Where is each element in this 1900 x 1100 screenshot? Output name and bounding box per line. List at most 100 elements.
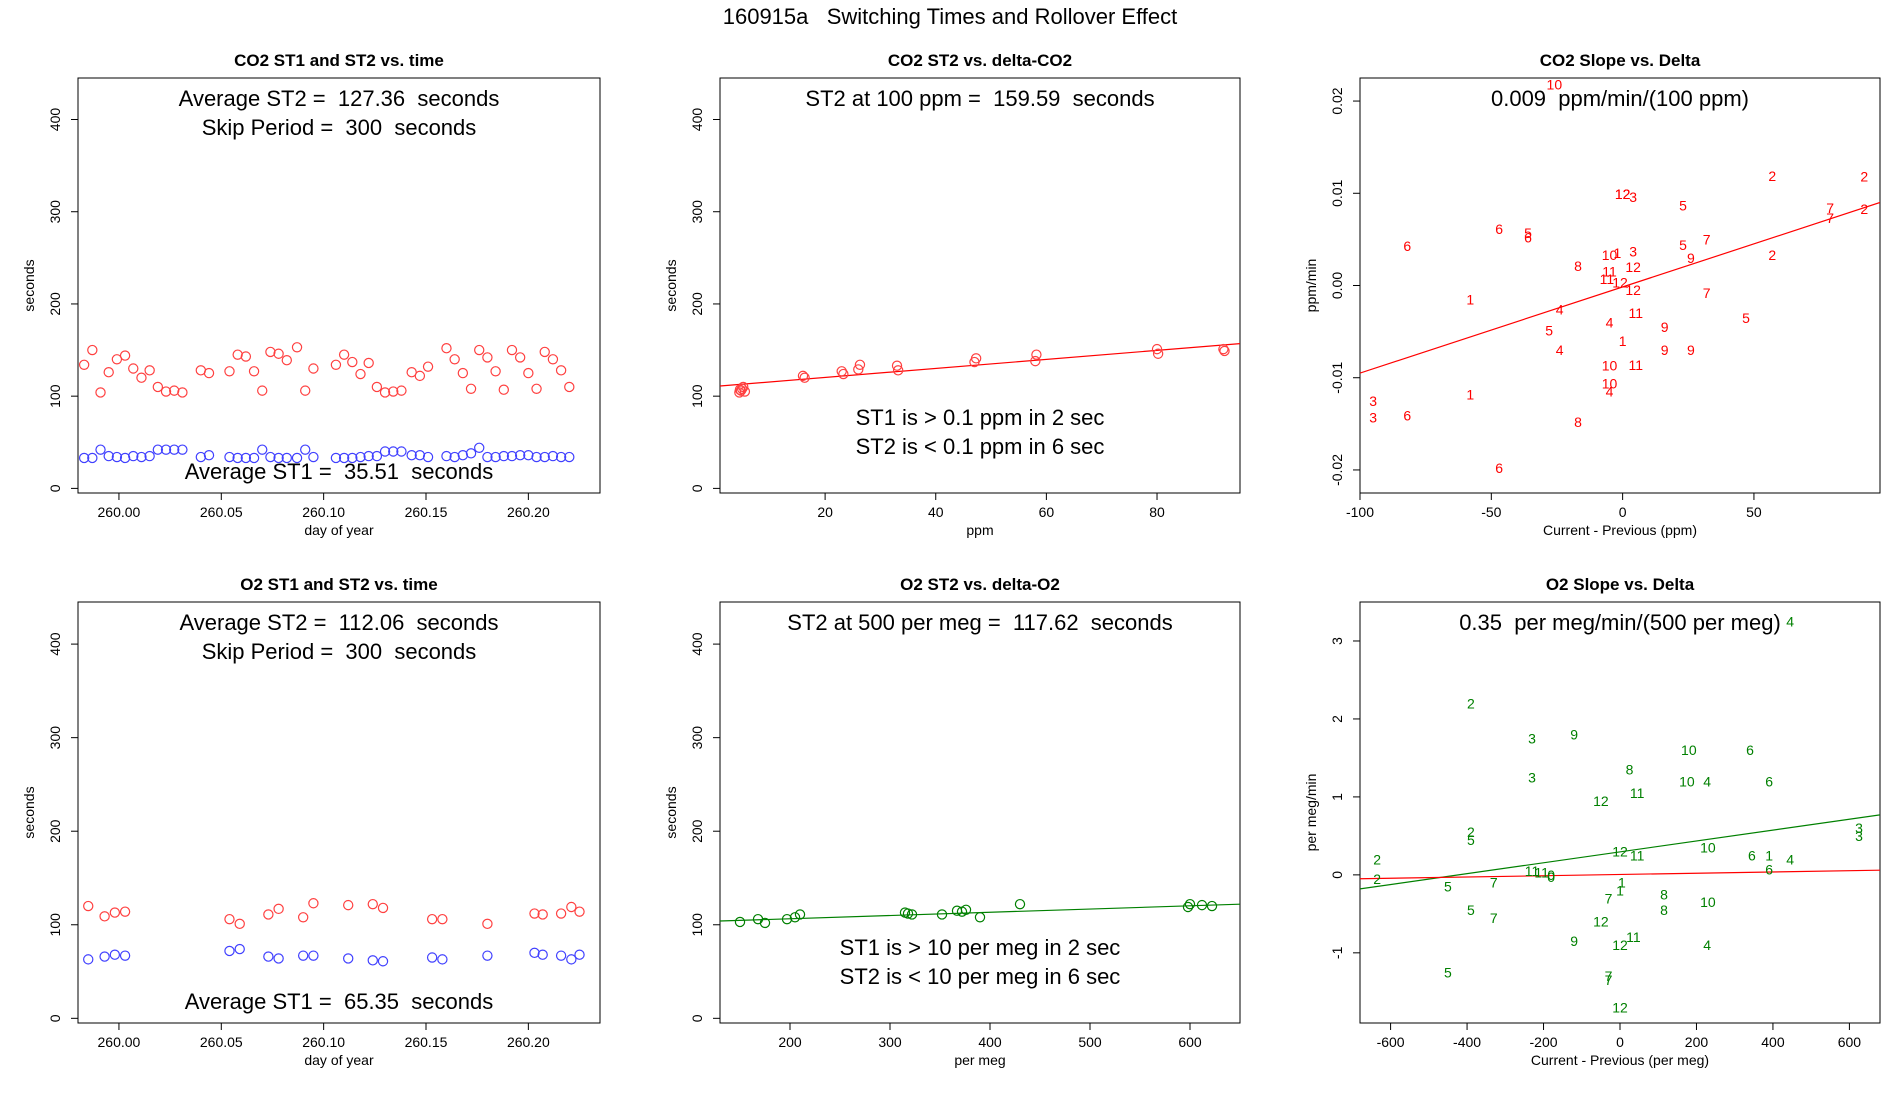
annotation: ST2 at 100 ppm = 159.59 seconds	[805, 86, 1154, 111]
data-point-st2	[203, 367, 215, 379]
data-point-st1	[396, 446, 407, 457]
data-point-st1	[555, 451, 567, 463]
annotation: 0.009 ppm/min/(100 ppm)	[1491, 86, 1749, 111]
chart-co2_delta: CO2 ST2 vs. delta-CO2 20 40 60 80 0 100 200 300 4…	[663, 51, 1241, 538]
data-point-st1	[490, 451, 501, 463]
data-point-st1	[144, 450, 155, 462]
data-point-st2	[119, 350, 131, 361]
point-label: 7	[1490, 910, 1498, 926]
point-label: 11	[1602, 264, 1617, 280]
chart-o2_delta: O2 ST2 vs. delta-O2 200 300 400 500 600 0 100 20…	[663, 575, 1241, 1068]
x-tick-label: -100	[1346, 504, 1374, 520]
data-point-st1	[78, 452, 90, 464]
data-point-st2	[529, 908, 540, 919]
x-tick-label: -50	[1481, 504, 1501, 520]
point-label: 3	[1629, 189, 1637, 205]
data-point-st1	[232, 452, 243, 464]
data-point-st2	[371, 381, 383, 393]
point-label: 5	[1524, 225, 1532, 241]
data-point-st2	[498, 384, 509, 395]
point-label: 0	[1547, 867, 1555, 883]
point-label: 6	[1765, 773, 1773, 789]
data-point-st1	[482, 451, 493, 463]
data-point-st1	[300, 444, 311, 455]
data-point-st2	[906, 909, 918, 920]
data-point-st1	[281, 452, 292, 464]
data-point-st2	[892, 365, 904, 376]
data-point-st1	[474, 442, 485, 454]
y-tick-label: -0.01	[1329, 362, 1345, 394]
data-point-st1	[169, 444, 180, 455]
y-tick-label: 1	[1329, 793, 1345, 801]
point-label: 7	[1490, 875, 1498, 891]
data-point-st2	[160, 386, 172, 397]
y-tick-label: 200	[689, 292, 705, 316]
data-point-st1	[119, 950, 131, 961]
data-point-st1	[119, 452, 131, 464]
point-label: 10	[1602, 375, 1618, 391]
data-point-st2	[759, 917, 771, 929]
annotation: 0.35 per meg/min/(500 per meg)	[1459, 610, 1781, 635]
x-tick-label: 260.10	[302, 1034, 345, 1050]
data-point-st2	[1182, 901, 1194, 913]
data-point-st1	[379, 446, 391, 457]
chart-o2_slope: O2 Slope vs. Delta-600 -400 -200 0 200 400 600…	[1303, 575, 1881, 1068]
data-point-st1	[265, 451, 276, 463]
data-point-st1	[99, 951, 110, 962]
data-point-st2	[794, 909, 806, 920]
data-point-st2	[363, 357, 374, 369]
point-label: 6	[1495, 460, 1503, 476]
point-label: 2	[1373, 871, 1381, 887]
plot-frame	[77, 601, 601, 1024]
y-tick-label: 400	[47, 632, 63, 656]
data-point-st1	[297, 950, 309, 961]
data-point-st1	[371, 450, 383, 462]
data-point-st1	[414, 449, 426, 461]
data-point-st2	[482, 918, 493, 930]
point-label: 12	[1612, 999, 1628, 1015]
data-point-st2	[257, 385, 268, 396]
data-point-st1	[343, 953, 354, 964]
data-point-st1	[566, 954, 577, 965]
chart-co2_slope: CO2 Slope vs. Delta -100 -50 0 50 -0.02 -0.01 0…	[1303, 51, 1881, 538]
data-point-st2	[109, 907, 121, 918]
plot-area	[720, 343, 1240, 398]
point-label: 5	[1444, 879, 1452, 895]
point-label: 3	[1855, 820, 1863, 836]
data-point-st1	[437, 954, 448, 965]
x-tick-label: 50	[1746, 504, 1762, 520]
data-point-st2	[449, 354, 460, 365]
data-point-st1	[103, 450, 114, 462]
data-point-st1	[377, 956, 389, 967]
point-label: 4	[1606, 384, 1614, 400]
x-axis-label: day of year	[304, 1052, 374, 1068]
data-point-st2	[539, 346, 550, 358]
page-title: 160915a Switching Times and Rollover Eff…	[722, 4, 1178, 29]
x-tick-label: 260.05	[200, 504, 243, 520]
point-label: 10	[1547, 76, 1563, 92]
data-point-st2	[308, 898, 319, 909]
data-point-st1	[506, 450, 518, 462]
point-label: 11	[1534, 865, 1549, 881]
point-label: 4	[1606, 314, 1614, 330]
data-point-st1	[308, 451, 319, 463]
chart-title: CO2 Slope vs. Delta	[1540, 51, 1701, 70]
data-point-st1	[203, 449, 215, 461]
data-point-st1	[531, 451, 542, 463]
y-tick-label: 0.01	[1329, 179, 1345, 206]
point-label: 10	[1602, 247, 1618, 263]
point-label: 7	[1605, 968, 1613, 984]
y-axis-label: seconds	[663, 259, 679, 311]
point-label: 12	[1612, 275, 1628, 291]
point-label: 4	[1786, 613, 1794, 629]
data-point-st1	[441, 450, 452, 462]
data-point-st1	[514, 449, 526, 461]
point-label: 2	[1768, 247, 1776, 263]
y-tick-label: 200	[47, 819, 63, 843]
data-point-st1	[482, 950, 493, 961]
plot-frame	[1359, 601, 1881, 1024]
y-tick-label: 100	[47, 913, 63, 937]
data-point-st1	[330, 452, 342, 464]
data-point-st1	[273, 452, 284, 464]
point-label: 2	[1373, 851, 1381, 867]
